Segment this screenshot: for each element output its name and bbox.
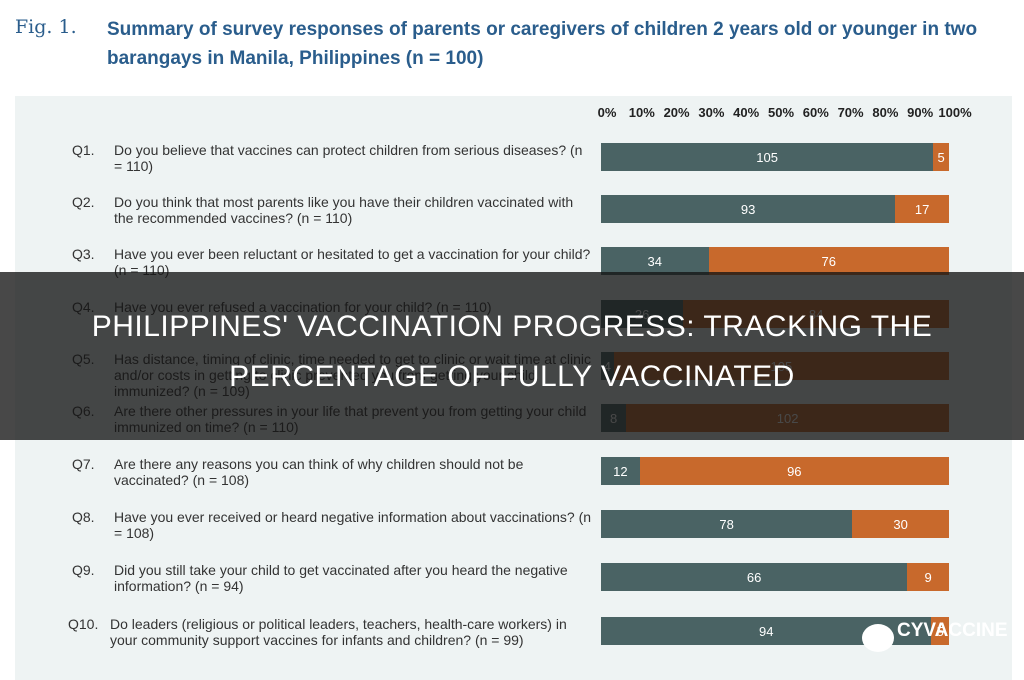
question-number: Q2.	[72, 194, 95, 210]
x-tick-label: 20%	[663, 105, 690, 120]
bar-segment: 105	[601, 143, 934, 171]
question-text: Do you think that most parents like you …	[114, 194, 574, 226]
question-text: Do you believe that vaccines can protect…	[114, 142, 583, 174]
bar-segment: 12	[601, 457, 640, 485]
x-tick-label: 70%	[837, 105, 864, 120]
bar-segment: 96	[639, 457, 949, 485]
bar-segment: 93	[601, 195, 896, 223]
bar-segment: 5	[931, 617, 949, 645]
overlay-title: PHILIPPINES' VACCINATION PROGRESS: TRACK…	[91, 310, 933, 393]
watermark: CYVACCINE	[897, 620, 1008, 641]
x-tick-label: 30%	[698, 105, 725, 120]
question-text: Did you still take your child to get vac…	[114, 562, 568, 594]
x-tick-label: 40%	[733, 105, 760, 120]
question-number: Q3.	[72, 246, 95, 262]
x-tick-label: 50%	[767, 105, 795, 120]
x-tick-label: 60%	[802, 105, 829, 120]
x-tick-label: 100%	[938, 105, 972, 120]
question-number: Q10.	[68, 616, 99, 632]
x-tick-label: 80%	[872, 105, 899, 120]
x-tick-label: 0%	[597, 105, 617, 120]
x-tick-label: 90%	[907, 105, 934, 120]
x-tick-label: 10%	[628, 105, 655, 120]
bar-segment: 66	[601, 563, 908, 591]
question-number: Q9.	[72, 562, 95, 578]
question-text: Are there any reasons you can think of w…	[114, 456, 524, 488]
question-number: Q1.	[72, 142, 95, 158]
bar-segment: 30	[852, 510, 949, 538]
question-text: Have you ever received or heard negative…	[114, 509, 592, 541]
bar-segment: 78	[601, 510, 853, 538]
logo-icon	[862, 624, 894, 652]
question-number: Q7.	[72, 456, 95, 472]
chart-title: Summary of survey responses of parents o…	[107, 19, 978, 69]
bar-segment: 17	[895, 195, 949, 223]
question-text: Do leaders (religious or political leade…	[110, 616, 567, 648]
bar-segment: 5	[933, 143, 949, 171]
figure-label: Fig. 1.	[15, 16, 77, 38]
bar-segment: 76	[708, 247, 949, 275]
question-number: Q8.	[72, 509, 95, 525]
bar-segment: 34	[601, 247, 709, 275]
overlay-banner	[0, 272, 1024, 440]
bar-segment: 9	[907, 563, 949, 591]
